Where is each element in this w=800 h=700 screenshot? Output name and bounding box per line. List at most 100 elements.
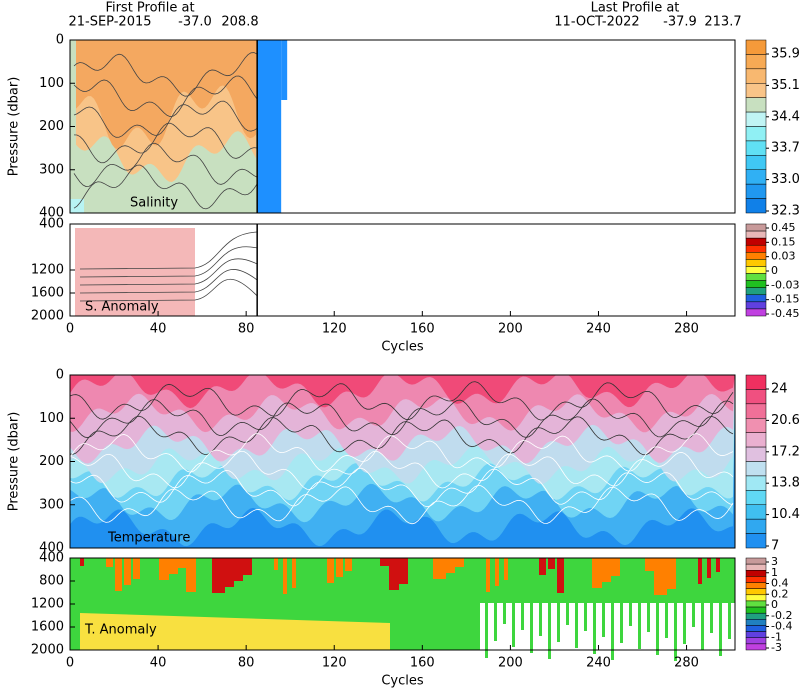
x-tick-label: 280 — [674, 656, 699, 671]
field-spot — [601, 558, 611, 582]
colorbar-label: 33.74 — [771, 141, 800, 156]
colorbar-label: -0.2 — [771, 609, 792, 622]
colorbar-segment — [745, 308, 767, 317]
field-spot — [548, 558, 555, 569]
field — [69, 375, 735, 548]
panel-title: T. Anomaly — [84, 623, 157, 638]
field-spot — [486, 558, 490, 592]
y-tick-label: 200 — [39, 119, 64, 134]
field-stripe — [512, 603, 515, 647]
colorbar-label: -3 — [771, 641, 782, 654]
y-tick-label: 800 — [39, 574, 64, 589]
y-tick-label: 1200 — [31, 597, 64, 612]
contour-line — [79, 246, 258, 278]
colorbar-segment — [745, 490, 767, 506]
colorbar-segment — [745, 563, 767, 571]
colorbar-segment — [745, 606, 767, 614]
y-tick-label: 400 — [39, 541, 64, 556]
x-tick-label: 240 — [586, 322, 611, 337]
field-strip — [281, 40, 288, 100]
field-spot — [168, 558, 178, 574]
colorbar-segment — [745, 576, 767, 583]
field-stripe — [683, 603, 686, 644]
field-stripe — [494, 603, 497, 641]
field-stripe — [638, 603, 641, 649]
colorbar-segment — [745, 446, 767, 462]
colorbar-label: 0.03 — [771, 250, 796, 263]
colorbar-segment — [745, 418, 767, 433]
contour-line — [79, 258, 258, 286]
x-tick-label: 0 — [66, 322, 74, 337]
field-spot — [159, 558, 169, 580]
first-date: 21-SEP-2015 — [68, 15, 151, 30]
contour-line — [79, 231, 258, 270]
y-tick-label: 300 — [39, 162, 64, 177]
colorbar-segment — [745, 155, 767, 170]
field-spot — [80, 558, 84, 566]
contour-line — [69, 450, 734, 490]
x-tick-label: 120 — [322, 656, 347, 671]
field-stripe — [701, 603, 704, 650]
colorbar-segment — [745, 625, 767, 632]
contour-line — [73, 75, 258, 117]
first-label: First Profile at — [105, 1, 194, 16]
colorbar-label: 20.6 — [771, 413, 800, 428]
colorbar-label: -0.4 — [771, 620, 792, 633]
colorbar-segment — [745, 83, 767, 98]
colorbar-segment — [745, 619, 767, 626]
first-lon: 208.8 — [221, 15, 258, 30]
field-stripe — [593, 603, 596, 654]
field-spot — [177, 558, 187, 568]
colorbar-segment — [745, 97, 767, 113]
field-strip — [257, 40, 282, 213]
colorbar-label: 35.18 — [771, 78, 800, 93]
colorbar-segment — [745, 432, 767, 448]
field — [75, 224, 258, 316]
y-tick-label: 100 — [39, 76, 64, 91]
colorbar-label: 3 — [771, 555, 778, 568]
colorbar-segment — [745, 39, 767, 55]
x-tick-label: 0 — [66, 656, 74, 671]
y-tick-label: 2000 — [31, 643, 64, 658]
field-spot — [212, 558, 225, 593]
colorbar-segment — [745, 198, 767, 214]
y-tick-label: 1200 — [31, 263, 64, 278]
y-tick-label: 2000 — [31, 309, 64, 324]
first-lat: -37.0 — [178, 15, 212, 30]
colorbar-segment — [745, 111, 767, 127]
colorbar-segment — [745, 403, 767, 419]
field-spot — [106, 558, 113, 567]
colorbar-label: 1 — [771, 566, 778, 579]
contour-line — [73, 122, 258, 164]
colorbar-segment — [745, 183, 767, 199]
y-tick-label: 200 — [39, 454, 64, 469]
colorbar-segment — [745, 570, 767, 577]
colorbar-label: 33.02 — [771, 172, 800, 187]
field-spot — [716, 558, 720, 572]
colorbar-segment — [745, 237, 767, 246]
field-spot — [283, 558, 287, 594]
colorbar-label: 34.46 — [771, 109, 800, 124]
colorbar-segment — [745, 280, 767, 288]
x-tick-label: 240 — [586, 656, 611, 671]
y-tick-label: 0 — [56, 33, 64, 48]
contour-line — [69, 415, 734, 456]
contour-line — [79, 269, 258, 294]
colorbar-segment — [745, 301, 767, 310]
field-spot — [133, 558, 140, 579]
field-stripe — [647, 603, 650, 632]
field-patch — [75, 228, 195, 316]
colorbar-segment — [745, 518, 767, 534]
colorbar-label: 13.8 — [771, 476, 800, 491]
x-axis-label: Cycles — [381, 674, 424, 689]
field-stripe — [674, 603, 677, 661]
field-stripe — [557, 603, 560, 642]
colorbar-segment — [745, 54, 767, 70]
colorbar-segment — [745, 588, 767, 596]
colorbar-segment — [745, 594, 767, 602]
colorbar-segment — [745, 582, 767, 589]
contour-line — [69, 433, 734, 473]
colorbar-label: 0.4 — [771, 577, 789, 590]
field-spot — [124, 558, 131, 585]
field-stripe — [503, 603, 506, 624]
